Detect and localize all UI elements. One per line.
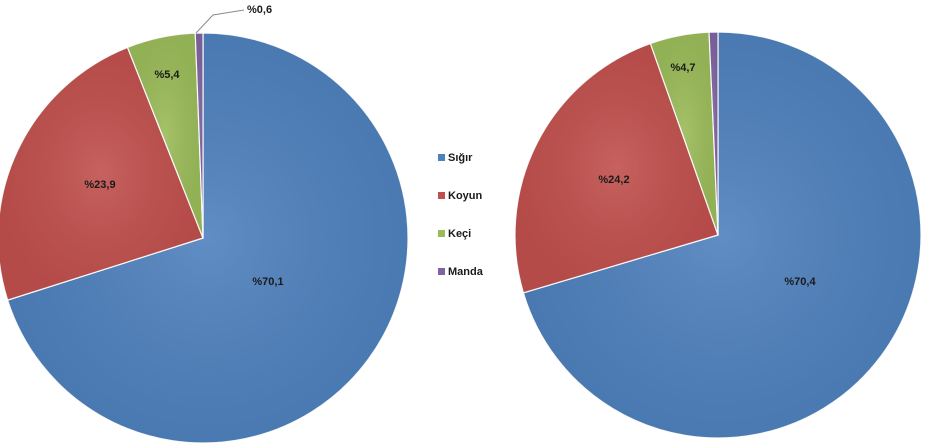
legend-swatch-koyun — [438, 192, 445, 199]
legend-swatch-sigir — [438, 154, 445, 161]
pie-chart-left: %70,1 %23,9 %5,4 %0,6 — [0, 4, 409, 443]
data-label-sigir: %70,1 — [252, 276, 283, 288]
legend-swatch-manda — [438, 268, 445, 275]
pie-chart-right: %70,4 %24,2 %4,7 — [514, 31, 922, 439]
data-label-koyun: %24,2 — [598, 174, 629, 186]
data-label-sigir: %70,4 — [784, 276, 816, 288]
data-label-keci: %5,4 — [154, 69, 180, 81]
legend-label-koyun: Koyun — [448, 190, 483, 202]
legend: Sığır Koyun Keçi Manda — [438, 152, 484, 278]
legend-swatch-keci — [438, 230, 445, 237]
data-label-manda: %0,6 — [247, 4, 272, 16]
data-label-koyun: %23,9 — [84, 179, 115, 191]
legend-label-sigir: Sığır — [448, 152, 473, 164]
data-label-keci: %4,7 — [670, 62, 695, 74]
legend-label-keci: Keçi — [448, 228, 471, 240]
legend-label-manda: Manda — [448, 266, 484, 278]
callout-line-manda — [195, 9, 245, 34]
